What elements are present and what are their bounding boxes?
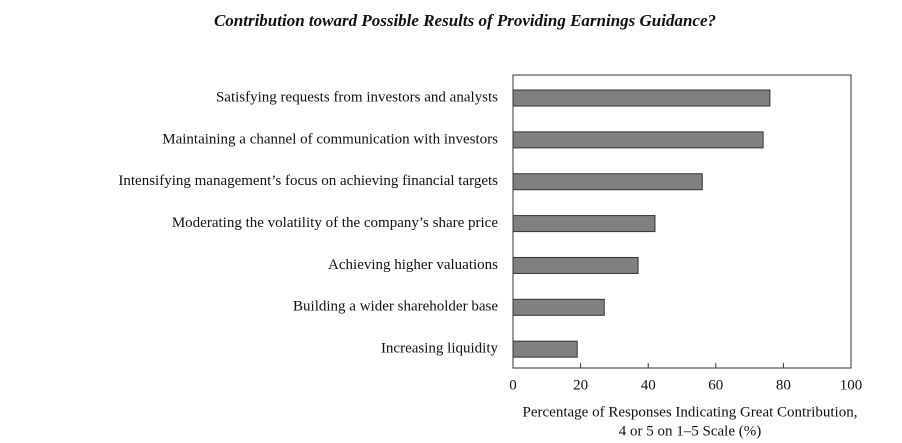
x-axis-label: Percentage of Responses Indicating Great… bbox=[523, 404, 858, 420]
x-tick-label: 0 bbox=[509, 377, 517, 393]
y-tick-label: Building a wider shareholder base bbox=[293, 299, 498, 315]
x-tick-label: 80 bbox=[776, 377, 791, 393]
x-axis-label: 4 or 5 on 1–5 Scale (%) bbox=[619, 423, 761, 439]
bar bbox=[512, 298, 605, 316]
x-tick-label: 100 bbox=[840, 377, 863, 393]
x-tick-label: 40 bbox=[641, 377, 656, 393]
y-tick-label: Maintaining a channel of communication w… bbox=[162, 131, 498, 147]
y-tick-label: Moderating the volatility of the company… bbox=[172, 215, 498, 231]
y-tick-label: Achieving higher valuations bbox=[328, 257, 498, 273]
x-tick-label: 20 bbox=[573, 377, 588, 393]
bar bbox=[512, 256, 639, 274]
bar bbox=[512, 131, 764, 149]
bar bbox=[512, 340, 578, 358]
y-tick-label: Satisfying requests from investors and a… bbox=[216, 89, 498, 105]
chart-title: Contribution toward Possible Results of … bbox=[214, 11, 716, 30]
bar bbox=[512, 89, 771, 107]
bar bbox=[512, 173, 703, 191]
x-tick-label: 60 bbox=[708, 377, 723, 393]
y-tick-label: Intensifying management’s focus on achie… bbox=[118, 173, 498, 189]
bar bbox=[512, 215, 656, 233]
y-tick-label: Increasing liquidity bbox=[381, 341, 499, 357]
